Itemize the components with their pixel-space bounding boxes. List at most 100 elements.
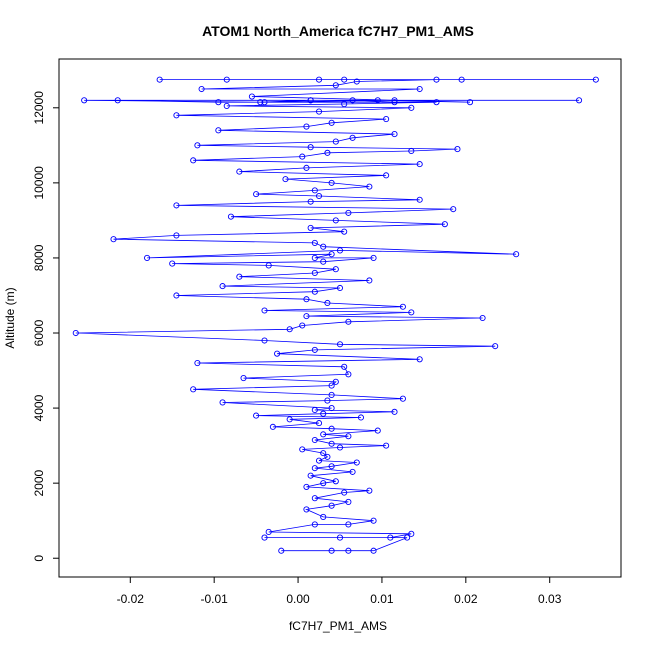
data-point [345,498,352,505]
data-point [311,269,318,277]
data-point [383,442,390,449]
data-point [144,254,151,261]
y-tick-label: 10000 [32,166,46,200]
data-point [320,258,327,265]
data-point [223,76,230,83]
y-axis-label: Altitude (m) [3,287,17,348]
data-point [332,478,339,485]
data-point [433,76,440,83]
data-point [341,100,348,108]
data-point [441,221,448,228]
data-point [332,82,339,89]
data-point [198,85,205,93]
x-tick-label: 0.02 [454,592,478,606]
data-point [261,337,268,344]
data-point [345,433,352,440]
data-point [349,97,356,104]
y-tick-label: 6000 [32,319,46,346]
data-point [223,102,230,109]
data-point [408,104,415,111]
data-point [248,93,255,100]
data-point [336,534,344,541]
data-point [303,506,310,513]
x-axis: -0.02 -0.01 0.00 0.01 0.02 0.03 [117,576,562,606]
data-point [278,547,285,554]
data-point [366,487,373,494]
data-point [328,405,335,412]
data-point [341,489,348,496]
data-point [328,440,335,447]
data-point [370,517,377,524]
data-point [408,530,415,537]
data-point [194,359,201,367]
data-point [315,420,323,427]
data-point [328,547,335,554]
data-point [286,416,293,423]
data-point [387,534,394,541]
data-point [345,521,352,528]
data-point [324,149,331,156]
data-point [315,76,323,83]
data-point [173,232,180,239]
x-tick-label: 0.01 [370,592,394,606]
data-point [173,292,180,299]
data-point [399,303,406,310]
data-point [336,341,344,348]
data-series [72,76,599,554]
data-point [353,459,360,466]
data-point [592,76,599,83]
data-point [169,260,176,267]
data-point [383,116,390,123]
data-point [391,131,398,138]
data-point [190,386,197,393]
data-point [404,534,411,541]
data-point [253,191,260,198]
data-point [303,296,310,303]
data-point [324,397,331,404]
data-point [320,513,327,520]
data-point [156,76,163,83]
data-point [236,273,243,280]
data-point [332,138,339,145]
data-point [261,99,268,106]
data-point [345,547,352,554]
data-point [336,284,344,292]
data-point [265,262,272,269]
data-point [383,172,390,179]
data-point [320,450,327,457]
data-point [236,168,243,175]
data-point [311,406,318,414]
y-tick-label: 12000 [32,91,46,125]
data-point [433,99,440,106]
data-point [315,457,323,464]
data-point [391,97,398,104]
data-point [282,176,289,183]
data-point [332,266,339,273]
data-point [315,108,323,115]
data-point [341,228,348,235]
data-point [328,391,335,398]
data-point [416,196,423,203]
data-point [307,224,314,231]
data-point [345,371,352,378]
data-point [366,183,373,190]
data-point [408,147,415,155]
data-point [307,472,314,479]
plot-frame [58,58,622,578]
y-tick-label: 4000 [32,394,46,421]
data-point [391,408,398,415]
data-point [408,309,415,316]
data-point [303,313,310,320]
data-point [479,314,486,322]
data-point [399,395,406,402]
data-point [299,322,306,329]
data-point [374,427,381,434]
data-point [328,382,335,389]
data-point [391,99,398,106]
data-point [311,436,318,444]
data-point [274,350,281,357]
data-point [416,356,423,363]
data-point [215,127,222,134]
data-point [303,123,310,130]
